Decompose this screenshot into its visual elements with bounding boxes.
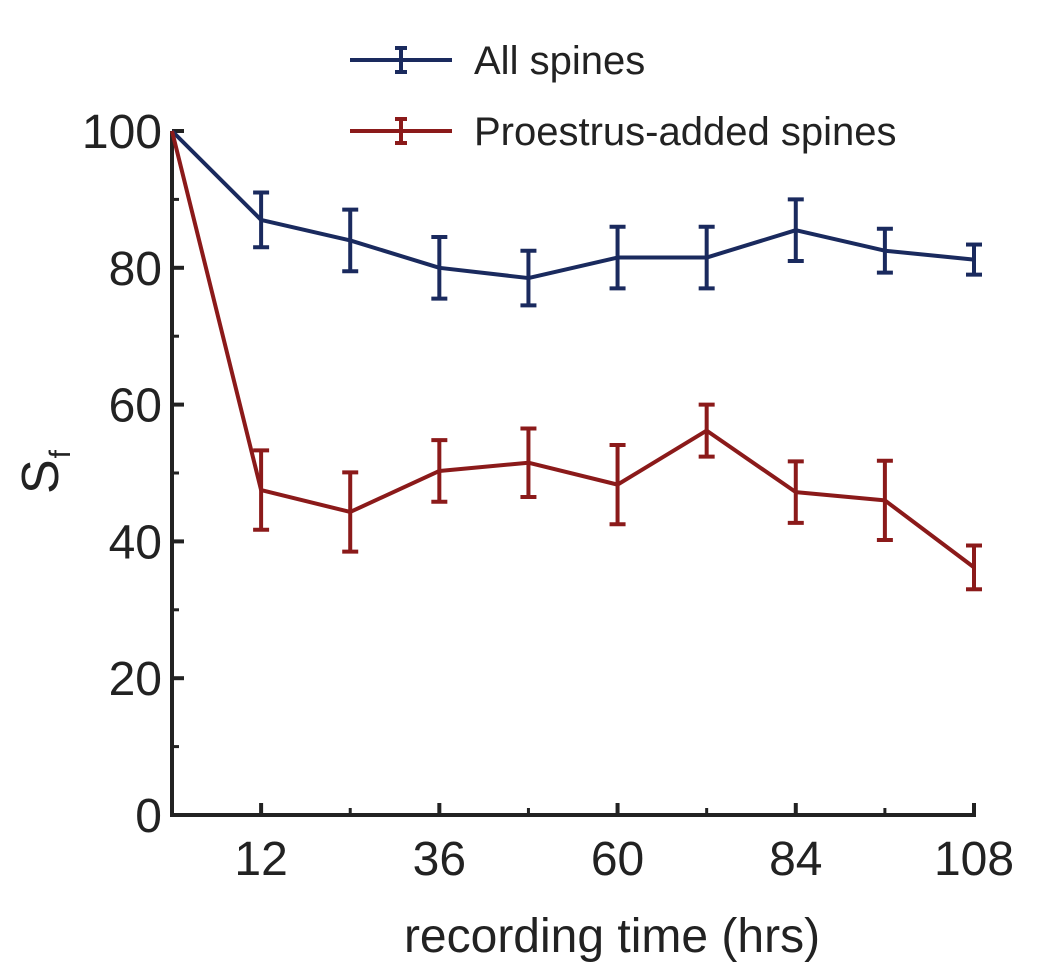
series-line	[170, 130, 976, 569]
error-bar	[876, 458, 893, 543]
y-axis-label: Sf	[12, 449, 77, 494]
error-bar	[698, 402, 715, 459]
svg-text:Sf: Sf	[12, 449, 77, 494]
legend-label: All spines	[474, 39, 645, 83]
error-bar	[431, 235, 448, 301]
error-bar	[431, 438, 448, 504]
y-tick-label: 40	[109, 516, 162, 569]
series-line	[170, 129, 975, 281]
error-bar	[876, 226, 893, 275]
error-bar	[787, 459, 804, 525]
error-bar	[520, 248, 537, 308]
error-bar	[253, 190, 270, 250]
x-tick-label: 36	[413, 833, 466, 886]
legend-entry: All spines	[350, 39, 645, 83]
legend-entry: Proestrus-added spines	[350, 110, 896, 154]
chart-series	[170, 129, 982, 592]
error-bar	[698, 224, 715, 291]
x-tick-label: 108	[934, 833, 1014, 886]
x-tick-label: 84	[769, 833, 822, 886]
legend-label: Proestrus-added spines	[474, 110, 896, 154]
chart-legend: All spines Proestrus-added spines	[350, 39, 896, 154]
y-tick-label: 20	[109, 653, 162, 706]
x-tick-label: 60	[591, 833, 644, 886]
y-tick-label: 0	[135, 790, 162, 843]
y-tick-label: 80	[109, 243, 162, 296]
series-2	[170, 130, 982, 592]
x-tick-label: 12	[234, 833, 287, 886]
error-bar	[609, 442, 626, 527]
series-1	[170, 129, 982, 308]
error-bar	[342, 470, 359, 554]
y-tick-label: 60	[109, 380, 162, 433]
y-tick-label: 100	[82, 106, 162, 159]
x-axis-label: recording time (hrs)	[404, 910, 820, 963]
error-bar	[966, 543, 982, 592]
error-bar	[787, 197, 804, 263]
chart-axes: 12 36 60 84 108 0 20 40 60 80 100	[82, 106, 1014, 886]
error-bar	[253, 448, 270, 532]
error-bar	[609, 224, 626, 291]
error-bar	[966, 242, 982, 277]
error-bar	[342, 207, 359, 274]
error-bar	[520, 426, 537, 499]
